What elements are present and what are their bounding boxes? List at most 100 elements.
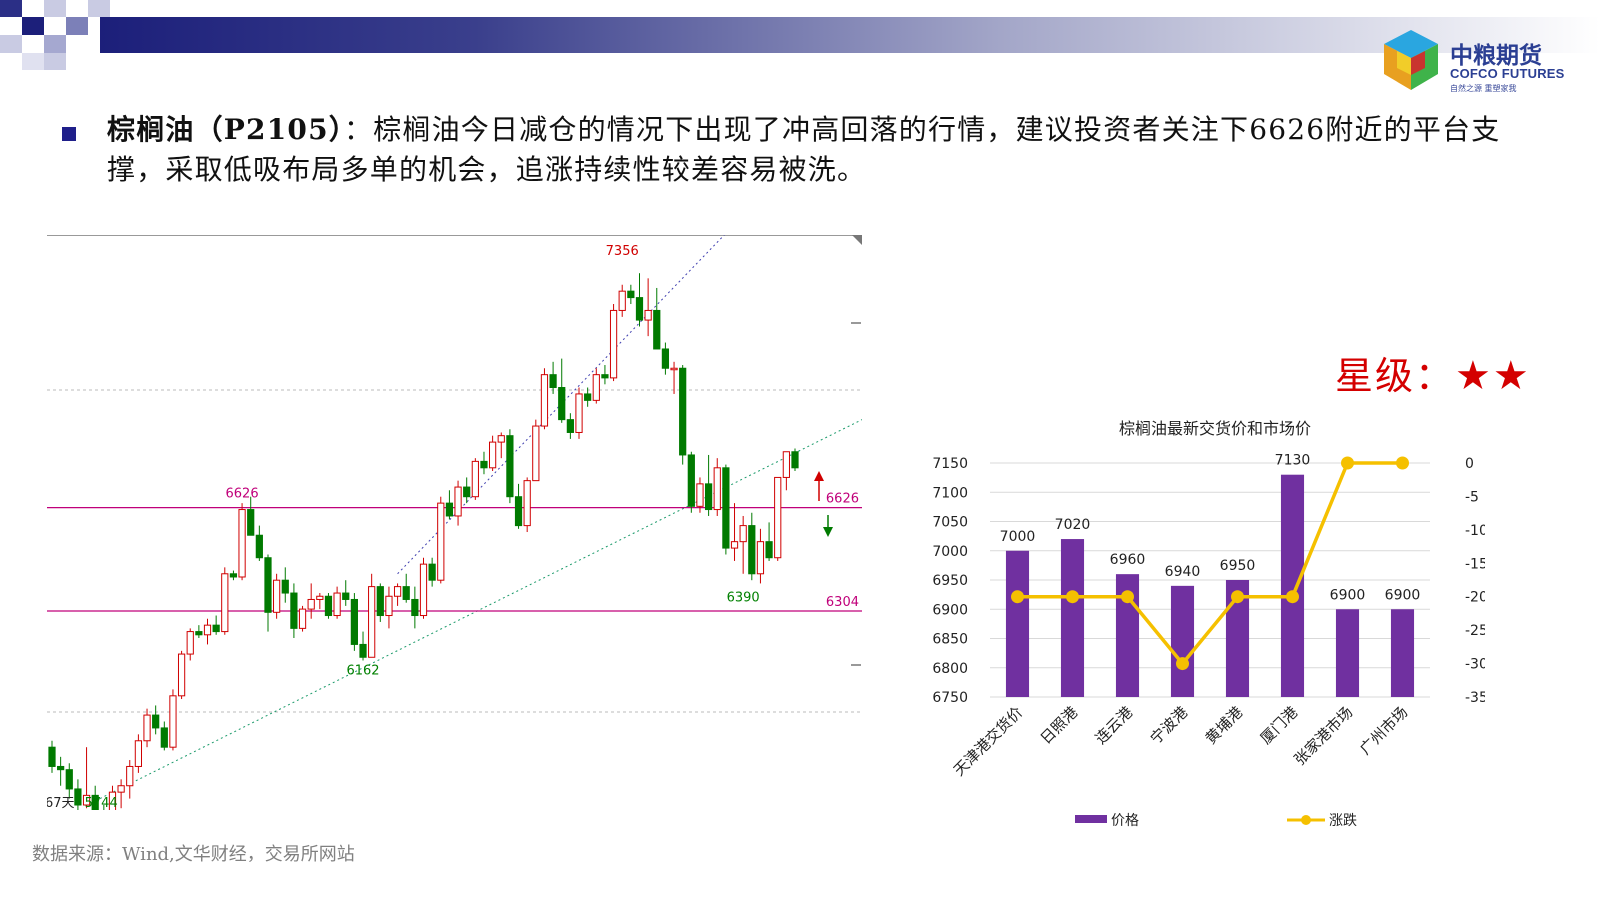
candle-down — [679, 367, 687, 456]
y-right-tick: -35 — [1465, 690, 1485, 706]
annotation-6162: 6162 — [346, 664, 379, 679]
candle-down — [350, 598, 358, 645]
y-right-tick: -30 — [1465, 657, 1485, 673]
candle-down — [635, 297, 644, 321]
star-icon: ★★ — [1455, 353, 1531, 399]
candle-down — [411, 598, 419, 617]
candle-up — [532, 425, 540, 482]
category-label: 广州市场 — [1356, 703, 1411, 758]
candle-up — [609, 309, 618, 379]
headline: 棕榈油（P2105）：棕榈油今日减仓的情况下出现了冲高回落的行情，建议投资者关注… — [107, 110, 1537, 190]
category-label: 日照港 — [1037, 703, 1082, 748]
headline-text: ：棕榈油今日减仓的情况下出现了冲高回落的行情，建议投资者关注下6626附近的平台… — [107, 113, 1501, 186]
candle-up — [540, 374, 549, 427]
candle-down — [212, 624, 220, 633]
candle-down — [514, 496, 523, 527]
price-bar-line-chart: 棕榈油最新交货价和市场价 6750 6800 6850 6900 6950 7000 7050… — [932, 419, 1485, 829]
legend-line-label: 涨跌 — [1329, 813, 1357, 829]
candle-down — [601, 374, 609, 379]
hline-label-6304: 6304 — [826, 595, 859, 610]
candle-down — [91, 794, 99, 810]
y-left-tick: 7050 — [932, 515, 968, 531]
candle-down — [480, 460, 488, 469]
candle-up — [126, 765, 134, 787]
header-banner — [0, 0, 1600, 70]
candle-down — [566, 419, 574, 433]
bar-天津港交货价 — [1005, 550, 1030, 697]
cofco-logo: 中粮期货 COFCO FUTURES 自然之源 重塑家我 — [1380, 28, 1590, 98]
bar-厦门港 — [1280, 474, 1305, 697]
y-left-tick: 6750 — [932, 690, 968, 706]
candle-down — [627, 290, 635, 299]
annotation-5744: 5744 — [85, 796, 118, 810]
candle-down — [661, 348, 670, 369]
category-label: 宁波港 — [1147, 703, 1192, 748]
bar-value-label: 6960 — [1110, 552, 1146, 568]
change-point — [1396, 456, 1409, 470]
candle-down — [195, 631, 203, 636]
bar-value-label: 6900 — [1385, 587, 1421, 603]
candle-down — [255, 534, 263, 559]
data-source: 数据来源：Wind,文华财经，交易所网站 — [32, 844, 355, 865]
candle-down — [48, 746, 56, 767]
candle-up — [298, 608, 307, 629]
bar-value-label: 6950 — [1220, 558, 1256, 574]
candle-up — [385, 595, 393, 617]
candle-up — [221, 573, 229, 633]
candle-down — [463, 486, 471, 498]
down-arrow-head-icon — [823, 527, 833, 537]
bar-宁波港 — [1170, 585, 1195, 697]
headline-keyword: 棕榈油（P2105） — [107, 113, 344, 146]
rating-label: 星级： — [1335, 354, 1456, 398]
bar-value-label: 7020 — [1055, 517, 1091, 533]
candle-down — [722, 467, 730, 549]
candle-up — [618, 290, 626, 311]
change-point — [1286, 590, 1299, 604]
candle-up — [696, 483, 704, 507]
candle-up — [186, 631, 194, 655]
candle-down — [428, 563, 436, 581]
y-right-tick: -10 — [1465, 523, 1485, 539]
hline-label-6626: 6626 — [826, 492, 859, 507]
y-left-tick: 6850 — [932, 632, 968, 648]
star-rating: 星级：★★ — [1335, 345, 1531, 400]
y-right-tick: -15 — [1465, 556, 1485, 572]
candle-up — [592, 374, 600, 401]
brand-tagline: 自然之源 重塑家我 — [1450, 84, 1517, 93]
change-point — [1231, 590, 1244, 604]
candle-down — [229, 573, 238, 578]
annotation-6626: 6626 — [226, 487, 259, 502]
candle-up — [782, 451, 790, 478]
candle-down — [687, 454, 695, 507]
candle-down — [247, 509, 255, 536]
candle-down — [765, 541, 773, 559]
candle-up — [108, 791, 117, 810]
candle-up — [454, 486, 462, 517]
change-point — [1341, 456, 1354, 470]
chart-background — [47, 235, 862, 810]
candle-up — [774, 476, 782, 559]
corner-triangle-icon — [852, 235, 862, 245]
category-label: 张家港市场 — [1291, 703, 1357, 769]
candle-down — [281, 579, 289, 594]
y-right-tick: -25 — [1465, 623, 1485, 639]
candlestick-chart: 6626 6304 7356 6626 6162 6390 5744 67天 — [47, 235, 862, 810]
candle-down — [264, 557, 272, 613]
y-left-tick: 7100 — [932, 485, 968, 501]
legend-bar-swatch — [1075, 815, 1107, 823]
change-line — [1017, 461, 1403, 667]
candle-up — [169, 695, 177, 748]
y-right-tick: -20 — [1465, 590, 1485, 606]
y-right-tick: -5 — [1465, 489, 1479, 505]
chart-title: 棕榈油最新交货价和市场价 — [1119, 419, 1311, 438]
candle-up — [489, 441, 497, 469]
candle-up — [273, 579, 281, 613]
bar-value-label: 7130 — [1275, 453, 1311, 469]
change-point — [1011, 590, 1024, 604]
candle-up — [316, 595, 324, 600]
candle-down — [549, 374, 557, 389]
category-label: 天津港交货价 — [950, 703, 1026, 779]
category-label: 厦门港 — [1257, 703, 1302, 748]
candle-down — [65, 769, 73, 790]
candle-up — [82, 794, 91, 806]
